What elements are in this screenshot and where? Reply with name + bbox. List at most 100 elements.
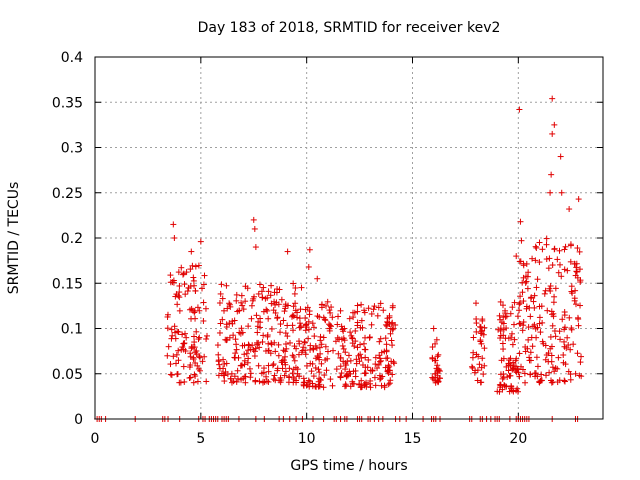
data-point <box>516 320 523 327</box>
data-point <box>258 288 265 295</box>
data-point <box>312 383 319 390</box>
data-point <box>346 315 353 322</box>
data-point <box>551 293 558 300</box>
data-point <box>549 322 556 329</box>
data-point <box>562 243 569 250</box>
data-point <box>200 299 207 306</box>
data-point <box>305 335 312 342</box>
data-point <box>520 322 527 329</box>
data-point <box>223 337 230 344</box>
data-point <box>567 376 574 383</box>
data-point <box>164 352 171 359</box>
data-point <box>245 347 252 354</box>
data-point <box>499 340 506 347</box>
data-point <box>340 345 347 352</box>
y-tick-label: 0 <box>74 412 83 428</box>
data-point <box>323 367 330 374</box>
data-point <box>572 370 579 377</box>
data-point <box>572 287 579 294</box>
x-tick-label: 5 <box>196 431 205 447</box>
data-point <box>265 340 272 347</box>
data-point <box>374 365 381 372</box>
data-point <box>520 260 527 267</box>
data-point <box>368 310 375 317</box>
data-point <box>255 290 262 297</box>
data-point <box>291 290 298 297</box>
data-point <box>567 258 574 265</box>
data-point <box>190 333 197 340</box>
data-point <box>201 272 208 279</box>
data-point <box>322 317 329 324</box>
data-point <box>476 361 483 368</box>
data-point <box>193 347 200 354</box>
data-point <box>522 379 529 386</box>
data-point <box>548 171 555 178</box>
data-point <box>342 366 349 373</box>
data-point <box>304 304 311 311</box>
data-point <box>233 297 240 304</box>
data-point <box>434 353 441 360</box>
data-point <box>355 352 362 359</box>
data-point <box>515 369 522 376</box>
data-point <box>200 317 207 324</box>
data-point <box>292 284 299 291</box>
data-point <box>532 370 539 377</box>
data-point <box>255 362 262 369</box>
data-point <box>328 304 335 311</box>
data-point <box>364 364 371 371</box>
data-point <box>264 307 271 314</box>
data-point <box>565 342 572 349</box>
data-point <box>180 270 187 277</box>
data-point <box>196 367 203 374</box>
data-point <box>216 329 223 336</box>
data-point <box>354 322 361 329</box>
data-point <box>390 358 397 365</box>
data-point <box>177 379 184 386</box>
data-point <box>529 323 536 330</box>
data-point <box>260 308 267 315</box>
y-tick-label: 0.05 <box>52 367 83 383</box>
data-point <box>363 379 370 386</box>
data-point <box>539 319 546 326</box>
data-point <box>241 361 248 368</box>
data-point <box>191 339 198 346</box>
data-point <box>548 352 555 359</box>
data-point <box>477 338 484 345</box>
data-point <box>343 362 350 369</box>
data-point <box>566 314 573 321</box>
data-point <box>525 336 532 343</box>
data-point <box>236 307 243 314</box>
data-point <box>561 266 568 273</box>
data-point <box>176 282 183 289</box>
data-point <box>558 273 565 280</box>
data-point <box>318 360 325 367</box>
data-point <box>280 317 287 324</box>
data-point <box>567 242 574 249</box>
data-point <box>252 345 259 352</box>
data-point <box>536 239 543 246</box>
data-point <box>509 341 516 348</box>
data-point <box>547 345 554 352</box>
data-point <box>357 341 364 348</box>
data-point <box>174 301 181 308</box>
data-point <box>234 367 241 374</box>
data-point <box>215 357 222 364</box>
data-point <box>545 265 552 272</box>
data-point <box>578 353 585 360</box>
data-point <box>278 296 285 303</box>
data-point <box>312 364 319 371</box>
data-point <box>233 341 240 348</box>
data-point <box>172 335 179 342</box>
data-point <box>541 290 548 297</box>
data-point <box>303 362 310 369</box>
data-point <box>547 189 554 196</box>
data-point <box>191 371 198 378</box>
data-point <box>549 130 556 137</box>
data-point <box>170 221 177 228</box>
data-point <box>226 300 233 307</box>
data-point <box>260 284 267 291</box>
data-point <box>228 379 235 386</box>
data-point <box>192 349 199 356</box>
data-point <box>244 359 251 366</box>
data-point <box>551 368 558 375</box>
